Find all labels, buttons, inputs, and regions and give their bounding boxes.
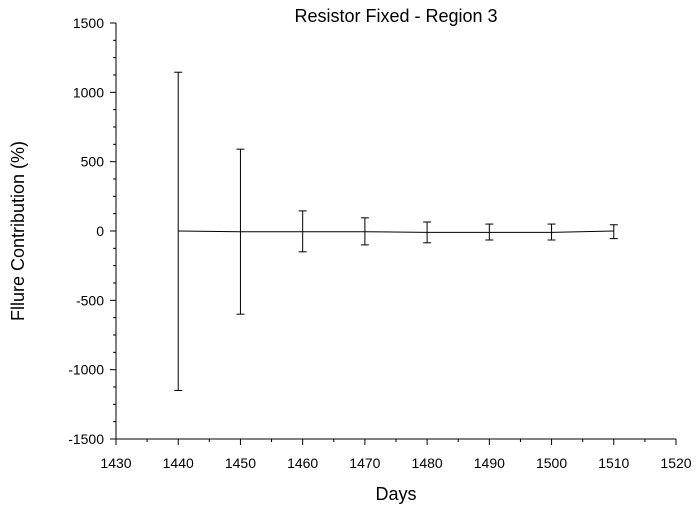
error-bar (423, 221, 432, 244)
x-tick-label: 1460 (287, 455, 318, 471)
y-tick-label: 0 (96, 223, 104, 239)
error-bar (298, 210, 307, 253)
error-bar (174, 71, 183, 391)
y-axis-title: Fllure Contribution (%) (8, 141, 28, 321)
y-tick-label: 500 (81, 154, 105, 170)
x-tick-label: 1490 (474, 455, 505, 471)
chart-title: Resistor Fixed - Region 3 (294, 6, 497, 26)
error-bar (360, 217, 369, 246)
error-bar (609, 224, 618, 240)
x-tick-label: 1440 (163, 455, 194, 471)
y-tick-label: -1000 (68, 362, 104, 378)
series-line (178, 230, 614, 233)
axes: 1430 1440 1450 1460 1470 1480 1490 1500 1510 1520… (68, 15, 692, 471)
y-tick-label: -500 (76, 292, 104, 308)
x-tick-label: 1430 (100, 455, 131, 471)
y-tick-label: 1500 (73, 15, 104, 31)
x-tick-label: 1520 (660, 455, 691, 471)
x-axis-title: Days (375, 484, 416, 504)
error-bar (485, 223, 494, 241)
y-tick-label: 1000 (73, 84, 104, 100)
error-bar (236, 148, 245, 315)
x-tick-label: 1480 (412, 455, 443, 471)
data-series (174, 71, 618, 391)
x-tick-label: 1500 (536, 455, 567, 471)
x-tick-label: 1450 (225, 455, 256, 471)
y-tick-label: -1500 (68, 431, 104, 447)
error-bar (547, 223, 556, 241)
x-tick-label: 1510 (598, 455, 629, 471)
x-tick-label: 1470 (349, 455, 380, 471)
